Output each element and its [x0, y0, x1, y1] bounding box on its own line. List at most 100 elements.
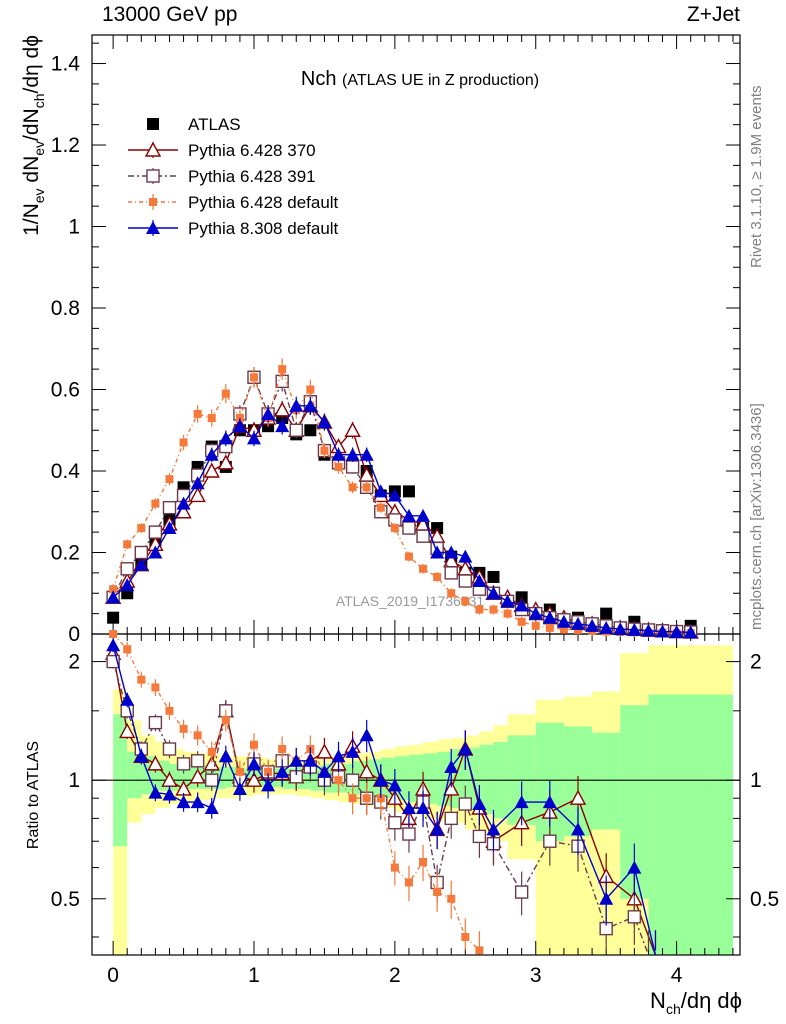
legend-label: Pythia 6.428 default: [188, 193, 339, 212]
data-point: [179, 438, 188, 447]
data-point: [402, 485, 415, 498]
data-point: [204, 801, 219, 815]
data-point: [261, 778, 276, 792]
data-point: [487, 570, 500, 583]
data-point: [362, 794, 371, 803]
data-point: [119, 722, 136, 739]
ratio-y-tick-label-right: 1: [750, 769, 762, 792]
data-point: [585, 618, 600, 632]
data-point: [264, 767, 273, 776]
legend-entry-p391: Pythia 6.428 391: [128, 167, 316, 186]
data-point: [458, 549, 473, 563]
data-point: [247, 756, 261, 770]
data-point: [109, 585, 118, 594]
data-point: [218, 749, 233, 763]
data-point: [599, 620, 614, 634]
data-point: [134, 749, 149, 763]
data-point: [232, 419, 247, 433]
data-point: [531, 621, 540, 630]
data-point: [472, 829, 487, 844]
ratio-series-p8: [106, 638, 657, 956]
data-point: [317, 415, 332, 429]
data-point: [348, 794, 357, 803]
y-tick-label: 1.4: [51, 53, 81, 76]
data-point: [528, 606, 543, 620]
data-point: [289, 753, 304, 767]
data-point: [120, 578, 135, 592]
x-axis-label: Nch/dη dϕ: [650, 988, 742, 1017]
data-point: [190, 476, 205, 490]
data-point: [148, 545, 163, 559]
y-tick-label: 0.4: [51, 460, 81, 483]
data-point: [232, 781, 247, 795]
data-point: [444, 760, 459, 774]
data-point: [556, 614, 571, 628]
legend-label: Pythia 8.308 default: [188, 219, 339, 238]
data-point: [373, 484, 388, 498]
x-tick-label: 4: [671, 964, 683, 987]
data-point: [275, 419, 290, 433]
series-p8: [106, 396, 698, 639]
data-point: [514, 885, 529, 899]
data-point: [402, 521, 416, 535]
data-point: [345, 460, 360, 474]
x-tick-label: 1: [248, 964, 260, 987]
ratio-series-line: [112, 661, 650, 956]
data-point: [517, 617, 526, 626]
data-point: [162, 742, 177, 756]
data-point: [317, 764, 332, 778]
legend-entry-p8: Pythia 8.308 default: [128, 219, 339, 238]
y-tick-label: 0.2: [51, 542, 80, 565]
y-tick-label: 0.6: [51, 379, 80, 402]
data-point: [419, 564, 428, 573]
data-point: [134, 545, 149, 560]
data-point: [306, 385, 315, 394]
data-point: [376, 794, 385, 803]
y-tick-label: 1: [68, 216, 80, 239]
data-point: [123, 540, 132, 549]
data-point: [151, 499, 160, 508]
legend: ATLAS Pythia 6.428 370 Pythia 6.428 391 Pyt…: [128, 115, 339, 238]
data-point: [569, 789, 587, 805]
data-point: [600, 607, 613, 620]
data-point: [176, 795, 191, 809]
legend-label: ATLAS: [188, 115, 241, 134]
data-point: [571, 616, 585, 630]
green-band-bin: [394, 756, 409, 801]
data-point: [543, 834, 557, 848]
data-point: [134, 557, 149, 571]
data-point: [376, 503, 385, 512]
data-point: [146, 221, 160, 234]
data-point: [176, 496, 191, 510]
data-point: [489, 605, 498, 614]
data-point: [331, 749, 346, 763]
x-tick-label: 0: [107, 964, 119, 987]
data-point: [345, 447, 360, 461]
data-point: [107, 611, 120, 624]
data-point: [461, 597, 470, 606]
data-point: [683, 625, 698, 639]
data-point: [120, 692, 135, 706]
data-point: [387, 778, 402, 792]
data-point: [250, 740, 258, 749]
data-point: [204, 447, 219, 461]
data-point: [402, 827, 416, 841]
y-tick-label: 0: [68, 623, 80, 646]
data-point: [613, 622, 628, 636]
data-point: [390, 863, 399, 872]
legend-label: Pythia 6.428 370: [188, 141, 316, 160]
data-point: [461, 932, 470, 941]
data-point: [190, 795, 205, 809]
data-point: [571, 822, 585, 836]
data-point: [218, 431, 233, 445]
plot-title: Nch (ATLAS UE in Z production): [301, 68, 539, 90]
data-point: [106, 638, 121, 652]
data-point: [416, 508, 431, 522]
data-point: [444, 811, 458, 826]
data-point: [458, 741, 473, 755]
data-point: [542, 795, 557, 809]
data-point: [235, 767, 244, 776]
data-point: [165, 475, 174, 484]
data-point: [250, 373, 258, 382]
data-point: [137, 675, 146, 684]
